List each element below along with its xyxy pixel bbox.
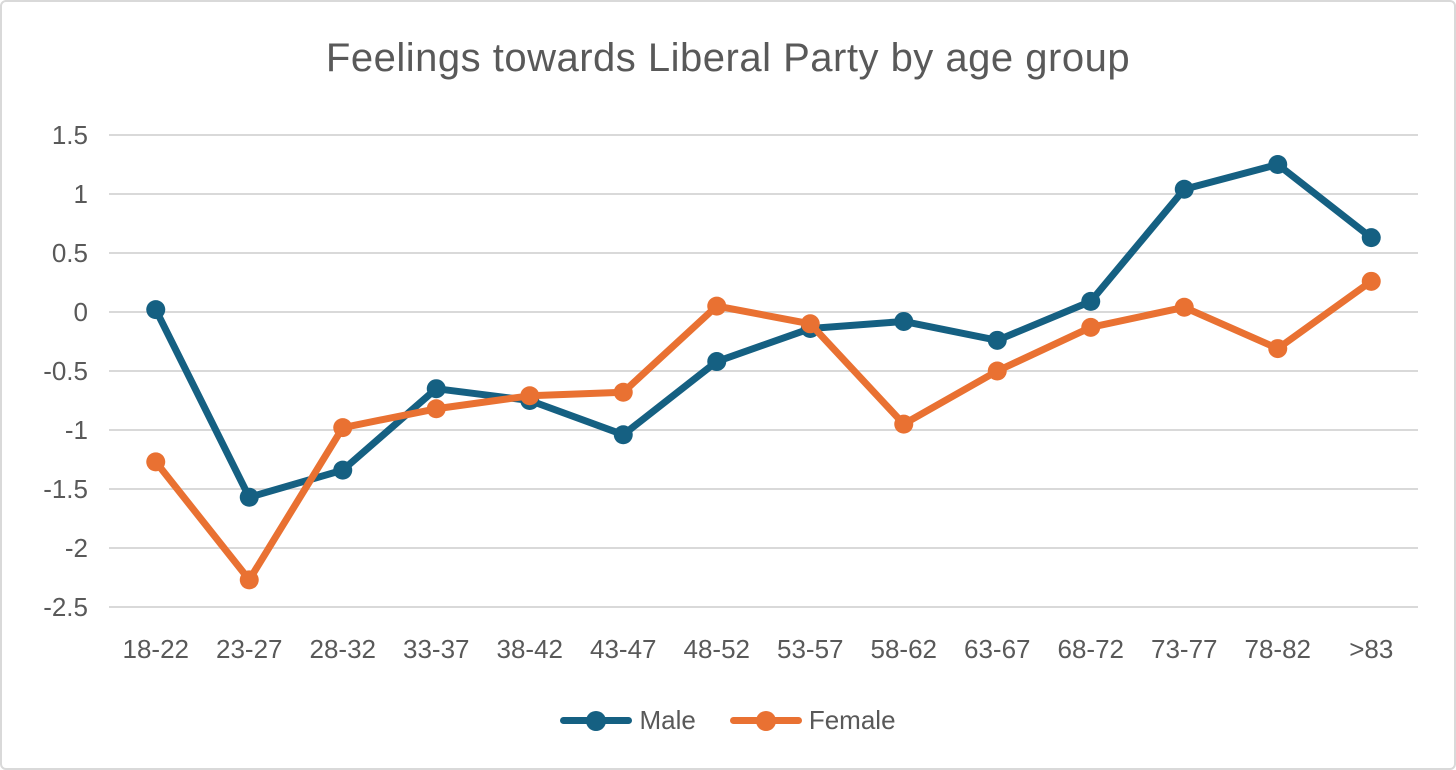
male-series-marker — [1361, 228, 1381, 248]
x-axis-tick-label: 38-42 — [497, 634, 564, 664]
y-axis-tick-label: 0 — [74, 297, 88, 327]
female-series-marker — [1268, 339, 1288, 359]
male-series-marker — [894, 311, 914, 331]
x-axis-tick-label: 18-22 — [123, 634, 190, 664]
female-series-marker — [1174, 297, 1194, 317]
female-series-marker — [520, 386, 540, 406]
y-axis-tick-label: -2.5 — [43, 592, 88, 622]
legend-item-female: Female — [729, 705, 896, 736]
female-series-marker — [426, 399, 446, 419]
x-axis-tick-label: 43-47 — [590, 634, 657, 664]
x-axis-tick-label: 58-62 — [871, 634, 938, 664]
female-series-line — [152, 277, 1375, 584]
x-axis-tick-label: >83 — [1349, 634, 1393, 664]
female-series-marker — [894, 414, 914, 434]
legend-label-male: Male — [639, 705, 696, 735]
male-series-marker — [707, 352, 727, 372]
female-series-marker — [800, 314, 820, 334]
y-axis-tick-label: 0.5 — [52, 238, 88, 268]
male-series-marker-icon — [560, 710, 633, 731]
x-axis-tick-label: 48-52 — [684, 634, 751, 664]
female-series-marker — [239, 570, 259, 590]
y-axis-tick-label: -2 — [65, 533, 88, 563]
x-axis-tick-label: 53-57 — [777, 634, 844, 664]
male-series-marker — [613, 425, 633, 445]
male-series-marker — [239, 487, 259, 507]
y-axis-tick-label: 1.5 — [52, 120, 88, 150]
y-axis-tick-label: -1.5 — [43, 474, 88, 504]
male-series-marker — [987, 330, 1007, 350]
male-series-line — [152, 161, 1375, 501]
male-series-marker — [333, 460, 353, 480]
female-series-marker-icon — [729, 710, 802, 731]
y-axis-tick-label: -1 — [65, 415, 88, 445]
female-series-marker — [1361, 271, 1381, 291]
male-series-marker — [426, 379, 446, 399]
male-series-marker — [146, 300, 166, 320]
female-series-marker — [613, 382, 633, 402]
female-series-marker — [333, 418, 353, 438]
y-axis-tick-label: -0.5 — [43, 356, 88, 386]
legend-item-male: Male — [560, 705, 696, 736]
male-series-marker — [1268, 155, 1288, 174]
male-series-marker — [1174, 179, 1194, 199]
x-axis-tick-label: 23-27 — [216, 634, 283, 664]
female-series-marker — [146, 452, 166, 472]
y-axis-tick-label: 1 — [74, 179, 88, 209]
x-axis-tick-label: 33-37 — [403, 634, 470, 664]
female-series-marker — [1081, 317, 1101, 337]
chart-legend: Male Female — [2, 705, 1454, 736]
x-axis-tick-label: 28-32 — [310, 634, 377, 664]
legend-label-female: Female — [808, 705, 896, 735]
x-axis-tick-label: 73-77 — [1151, 634, 1218, 664]
x-axis-tick-label: 63-67 — [964, 634, 1031, 664]
male-series-marker — [1081, 291, 1101, 311]
chart-title: Feelings towards Liberal Party by age gr… — [325, 36, 1131, 80]
female-series-marker — [707, 296, 727, 316]
female-series-marker — [987, 361, 1007, 381]
x-axis-tick-label: 68-72 — [1058, 634, 1125, 664]
x-axis-tick-label: 78-82 — [1245, 634, 1312, 664]
